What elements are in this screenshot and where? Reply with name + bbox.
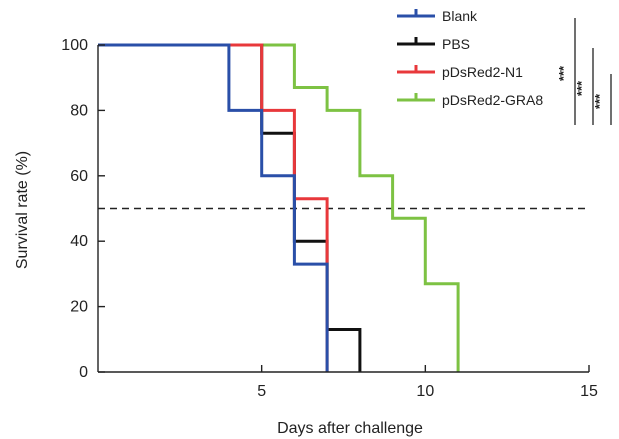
y-tick-label-20: 20 xyxy=(70,299,88,316)
y-axis-title: Survival rate (%) xyxy=(14,151,31,269)
y-tick-label-80: 80 xyxy=(70,102,88,119)
legend-label-pdsred2-n1: pDsRed2-N1 xyxy=(442,64,523,80)
x-axis-title: Days after challenge xyxy=(277,420,423,437)
legend-entry-pbs: PBS xyxy=(397,36,470,52)
significance-layer: ********* xyxy=(556,18,612,125)
x-tick-label-5: 5 xyxy=(257,383,266,400)
significance-label-2: *** xyxy=(574,80,589,96)
x-tick-label-15: 15 xyxy=(580,383,598,400)
y-tick-label-60: 60 xyxy=(70,168,88,185)
significance-label-1: *** xyxy=(556,65,571,81)
legend-entry-blank: Blank xyxy=(397,8,478,24)
series-layer xyxy=(98,43,460,372)
legend-entry-pdsred2-n1: pDsRed2-N1 xyxy=(397,64,523,80)
y-tick-label-0: 0 xyxy=(79,364,88,381)
significance-label-3: *** xyxy=(592,93,607,109)
axis-layer: 0 20 40 60 80 100 5 10 15 xyxy=(61,37,598,400)
significance-bracket-2: *** xyxy=(574,48,594,125)
y-tick-label-40: 40 xyxy=(70,233,88,250)
legend-entry-pdsred2-gra8: pDsRed2-GRA8 xyxy=(397,92,543,108)
legend-label-pdsred2-gra8: pDsRed2-GRA8 xyxy=(442,92,543,108)
series-line-pdsred2-gra8 xyxy=(98,43,460,372)
legend-label-blank: Blank xyxy=(442,8,478,24)
legend-layer: Blank PBS pDsRed2-N1 pDsRed2-GRA8 xyxy=(397,8,543,108)
y-tick-label-100: 100 xyxy=(61,37,88,54)
series-line-blank xyxy=(98,43,329,372)
series-line-pdsred2-n1 xyxy=(98,43,329,372)
legend-label-pbs: PBS xyxy=(442,36,470,52)
significance-bracket-1: *** xyxy=(556,18,576,125)
significance-bracket-3: *** xyxy=(592,74,612,125)
x-tick-label-10: 10 xyxy=(416,383,434,400)
